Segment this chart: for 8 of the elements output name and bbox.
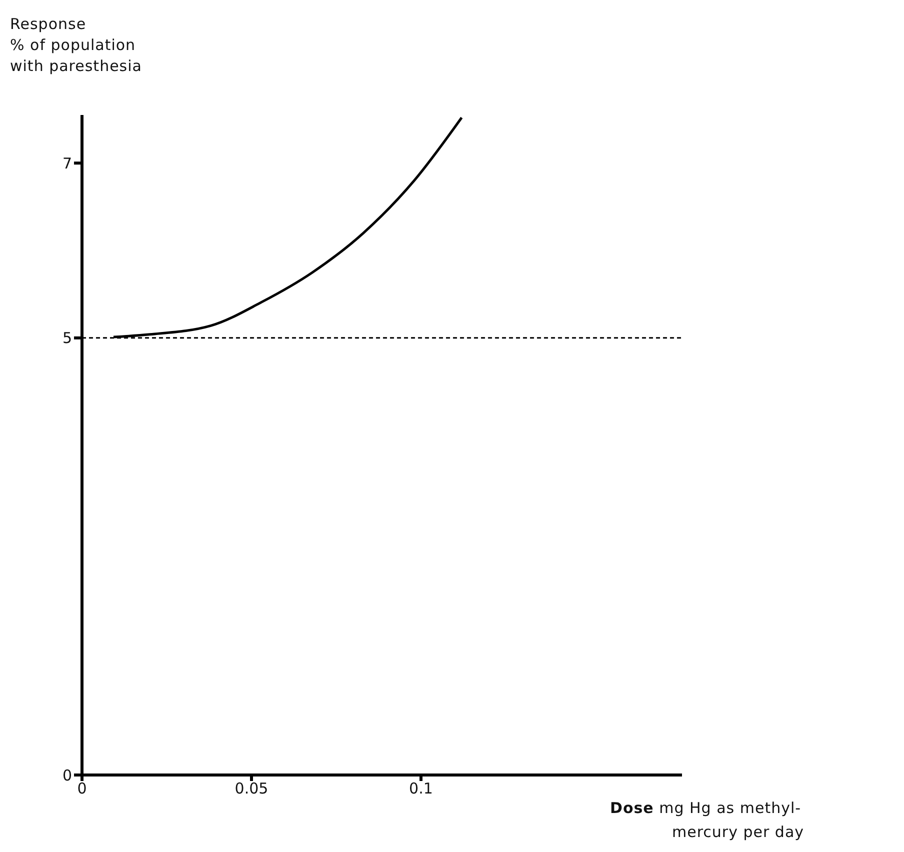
y-axis-title: Response % of population with paresthesia [10, 14, 142, 77]
x-tick-label: 0.1 [409, 780, 433, 798]
y-tick-label: 7 [62, 154, 72, 172]
x-axis-title: Dose mg Hg as methyl- mercury per day [610, 798, 804, 843]
y-tick-label: 0 [62, 766, 72, 784]
x-tick-label: 0.05 [234, 780, 268, 798]
x-tick-label: 0 [77, 780, 87, 798]
y-tick-label: 5 [62, 329, 72, 348]
